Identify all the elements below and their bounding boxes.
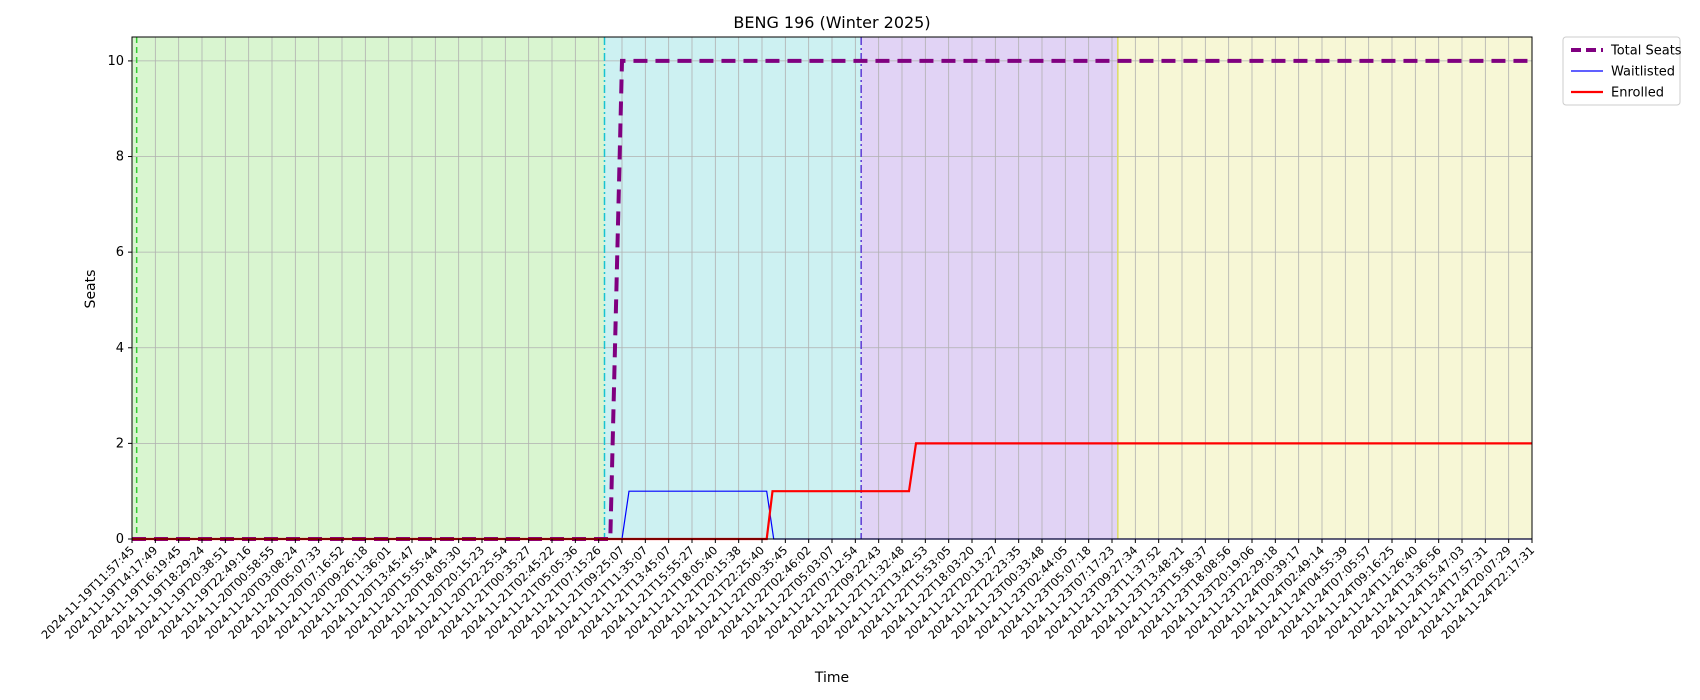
phase-divider-layer — [135, 37, 1119, 539]
legend-label: Enrolled — [1611, 86, 1664, 101]
grid-layer — [131, 37, 1533, 540]
y-tick-label: 6 — [116, 245, 124, 260]
series-line-total-seats — [132, 58, 1532, 541]
legend-label: Total Seats — [1610, 44, 1682, 59]
y-tick-label: 10 — [107, 54, 124, 69]
legend-label: Waitlisted — [1611, 65, 1675, 80]
x-axis-ticks: 2024-11-19T11:57:452024-11-19T14:17:4920… — [38, 539, 1537, 642]
y-axis-ticks: 0 2 4 6 8 10 — [107, 54, 132, 547]
phase-region-3 — [861, 37, 1118, 539]
y-tick-label: 2 — [116, 436, 124, 451]
phase-background-layer — [132, 37, 1532, 539]
y-tick-label: 0 — [116, 532, 124, 547]
y-axis-label: Seats — [83, 270, 99, 309]
phase-region-4 — [1117, 37, 1532, 539]
x-axis-label: Time — [814, 670, 849, 686]
legend-box — [1562, 36, 1681, 106]
chart-title: BENG 196 (Winter 2025) — [733, 13, 930, 32]
y-tick-label: 8 — [116, 150, 124, 165]
legend: Total Seats Waitlisted Enrolled — [1562, 36, 1682, 106]
phase-region-2 — [604, 37, 862, 539]
phase-region-1 — [132, 37, 605, 539]
y-tick-label: 4 — [116, 341, 124, 356]
